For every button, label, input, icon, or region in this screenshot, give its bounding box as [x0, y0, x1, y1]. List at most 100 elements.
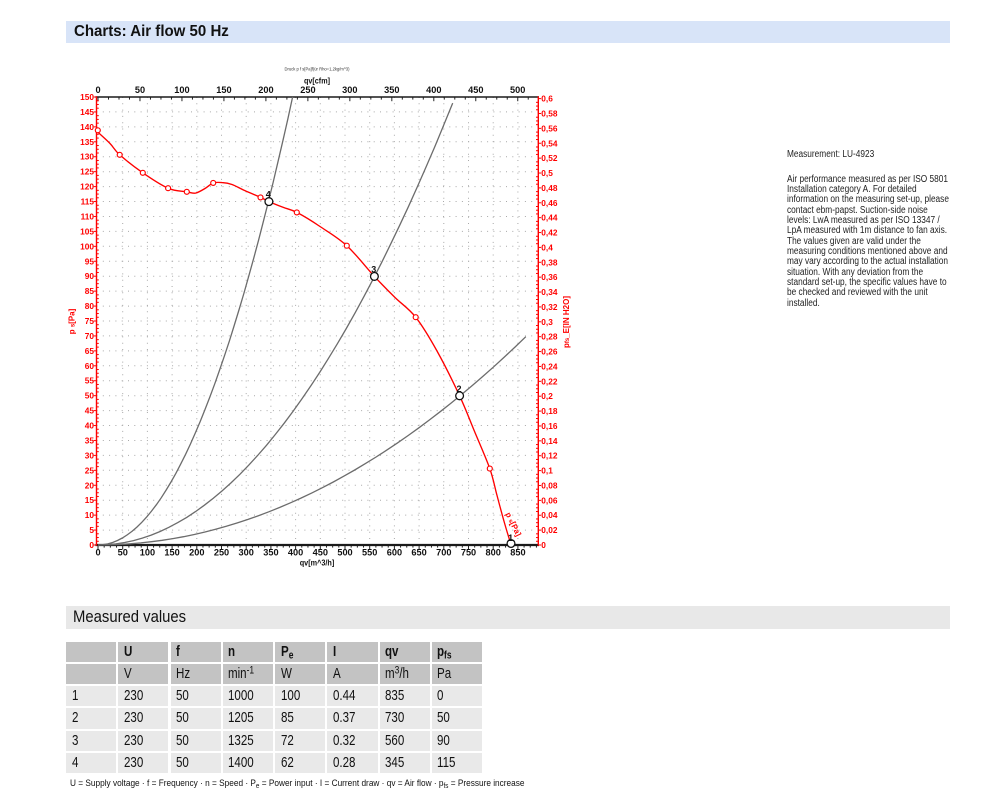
svg-text:0,5: 0,5: [541, 168, 553, 178]
svg-text:300: 300: [342, 85, 357, 95]
svg-text:850: 850: [510, 548, 525, 558]
svg-text:250: 250: [300, 85, 315, 95]
svg-text:750: 750: [461, 548, 476, 558]
svg-text:30: 30: [85, 450, 95, 460]
svg-text:0,38: 0,38: [541, 257, 558, 267]
svg-text:35: 35: [85, 436, 95, 446]
svg-text:0,1: 0,1: [541, 466, 553, 476]
svg-text:p s[Pa]: p s[Pa]: [68, 308, 77, 334]
svg-text:0,52: 0,52: [541, 153, 558, 163]
svg-text:115: 115: [81, 197, 95, 207]
svg-text:800: 800: [486, 548, 501, 558]
svg-text:0,04: 0,04: [541, 510, 558, 520]
svg-text:50: 50: [135, 85, 145, 95]
svg-text:40: 40: [85, 421, 95, 431]
svg-text:10: 10: [85, 510, 95, 520]
svg-text:140: 140: [80, 122, 94, 132]
svg-text:qv[m^3/h]: qv[m^3/h]: [300, 558, 335, 568]
svg-text:120: 120: [80, 182, 94, 192]
svg-text:0: 0: [541, 540, 546, 550]
svg-text:Druck p f s[Pa]f(ür Rho=1,2kg/: Druck p f s[Pa]f(ür Rho=1,2kg/m^3): [285, 67, 350, 72]
svg-text:0,18: 0,18: [541, 406, 558, 416]
svg-text:0,28: 0,28: [541, 332, 558, 342]
svg-text:100: 100: [174, 85, 189, 95]
svg-text:0,02: 0,02: [541, 525, 558, 535]
svg-text:85: 85: [85, 286, 95, 296]
svg-text:105: 105: [80, 226, 94, 236]
svg-text:145: 145: [80, 107, 94, 117]
svg-text:0,12: 0,12: [541, 451, 558, 461]
svg-text:250: 250: [214, 548, 229, 558]
svg-text:0: 0: [95, 548, 100, 558]
svg-text:150: 150: [216, 85, 231, 95]
svg-text:0: 0: [95, 85, 100, 95]
svg-text:450: 450: [468, 85, 483, 95]
svg-text:400: 400: [426, 85, 441, 95]
svg-text:0,44: 0,44: [541, 213, 558, 223]
svg-text:2: 2: [456, 384, 461, 394]
svg-text:60: 60: [85, 361, 95, 371]
svg-text:25: 25: [85, 465, 95, 475]
svg-text:4: 4: [266, 190, 271, 200]
svg-text:70: 70: [85, 331, 95, 341]
svg-text:0,32: 0,32: [541, 302, 558, 312]
svg-text:0,14: 0,14: [541, 436, 558, 446]
svg-text:pfs_E[IN H2O]: pfs_E[IN H2O]: [562, 296, 571, 348]
svg-text:80: 80: [85, 301, 95, 311]
svg-text:700: 700: [436, 548, 451, 558]
svg-text:45: 45: [85, 406, 95, 416]
svg-text:150: 150: [80, 92, 94, 102]
svg-text:0,34: 0,34: [541, 287, 558, 297]
svg-text:100: 100: [140, 548, 155, 558]
svg-text:450: 450: [313, 548, 328, 558]
svg-text:100: 100: [80, 241, 94, 251]
svg-text:135: 135: [80, 137, 94, 147]
svg-text:650: 650: [411, 548, 426, 558]
svg-text:0: 0: [89, 540, 94, 550]
svg-text:550: 550: [362, 548, 377, 558]
svg-text:50: 50: [118, 548, 128, 558]
svg-text:0,48: 0,48: [541, 183, 558, 193]
svg-text:150: 150: [164, 548, 179, 558]
svg-text:0,54: 0,54: [541, 138, 558, 148]
svg-text:125: 125: [80, 167, 94, 177]
svg-text:20: 20: [85, 480, 95, 490]
svg-text:1: 1: [508, 533, 513, 543]
svg-text:qv[cfm]: qv[cfm]: [304, 76, 330, 86]
svg-text:15: 15: [85, 495, 95, 505]
svg-text:p s[Pa]: p s[Pa]: [504, 511, 523, 538]
svg-text:0,26: 0,26: [541, 347, 558, 357]
svg-text:600: 600: [387, 548, 402, 558]
svg-text:0,06: 0,06: [541, 495, 558, 505]
svg-text:200: 200: [258, 85, 273, 95]
svg-text:0,6: 0,6: [541, 94, 553, 104]
svg-text:130: 130: [80, 152, 94, 162]
svg-text:350: 350: [384, 85, 399, 95]
svg-text:5: 5: [89, 525, 94, 535]
svg-text:500: 500: [337, 548, 352, 558]
svg-text:0,2: 0,2: [541, 391, 553, 401]
svg-text:0,36: 0,36: [541, 272, 558, 282]
svg-text:0,16: 0,16: [541, 421, 558, 431]
svg-text:0,46: 0,46: [541, 198, 558, 208]
svg-text:3: 3: [371, 264, 376, 274]
svg-text:0,56: 0,56: [541, 123, 558, 133]
svg-text:0,24: 0,24: [541, 361, 558, 371]
svg-text:75: 75: [85, 316, 95, 326]
svg-text:0,3: 0,3: [541, 317, 553, 327]
svg-text:0,22: 0,22: [541, 376, 558, 386]
svg-text:0,4: 0,4: [541, 242, 553, 252]
svg-text:350: 350: [263, 548, 278, 558]
svg-text:65: 65: [85, 346, 95, 356]
svg-text:95: 95: [85, 256, 95, 266]
svg-text:0,42: 0,42: [541, 228, 558, 238]
svg-text:400: 400: [288, 548, 303, 558]
svg-text:300: 300: [239, 548, 254, 558]
svg-text:55: 55: [85, 376, 95, 386]
svg-text:0,58: 0,58: [541, 109, 558, 119]
svg-text:200: 200: [189, 548, 204, 558]
svg-text:110: 110: [81, 212, 95, 222]
svg-text:50: 50: [85, 391, 95, 401]
svg-text:500: 500: [510, 85, 525, 95]
svg-text:90: 90: [85, 271, 95, 281]
